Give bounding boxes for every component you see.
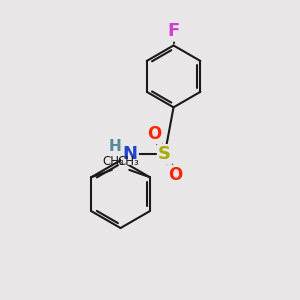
Text: S: S bbox=[158, 146, 171, 164]
Text: CH₃: CH₃ bbox=[117, 155, 139, 168]
Text: F: F bbox=[167, 22, 180, 40]
Text: N: N bbox=[122, 146, 137, 164]
Text: H: H bbox=[109, 139, 122, 154]
Text: O: O bbox=[147, 125, 161, 143]
Text: O: O bbox=[168, 166, 182, 184]
Text: CH₃: CH₃ bbox=[102, 155, 124, 168]
